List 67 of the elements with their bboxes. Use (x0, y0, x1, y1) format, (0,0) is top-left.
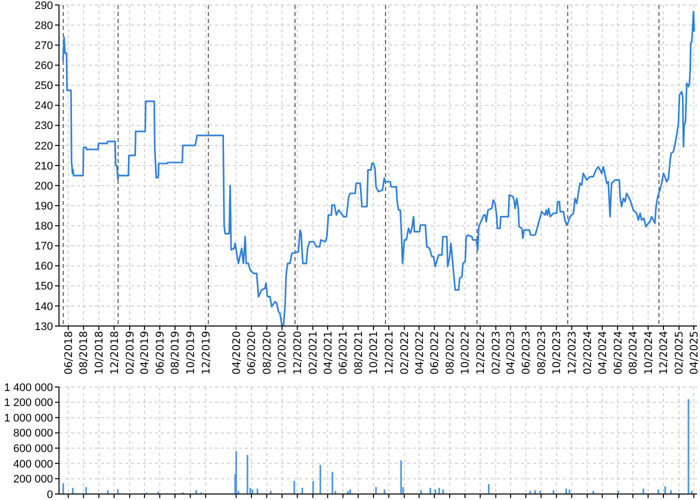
x-tick-label: 06/2020 (246, 331, 258, 375)
x-tick-label: 10/2021 (368, 331, 380, 375)
y-tick-label: 290 (34, 0, 53, 12)
x-tick-label: 10/2018 (94, 331, 106, 375)
x-tick-label: 10/2024 (642, 330, 655, 375)
x-tick-label: 04/2021 (322, 331, 334, 375)
x-tick-label: 06/2019 (154, 331, 166, 375)
y-tick-label: 170 (34, 240, 53, 253)
y-tick-label: 220 (34, 140, 53, 152)
line-series (62, 10, 696, 326)
x-tick-label: 06/2024 (612, 330, 624, 375)
y-tick-label: 210 (34, 160, 53, 172)
x-tick-label: 06/2021 (338, 331, 350, 375)
x-tick-label: 08/2021 (352, 331, 365, 375)
y-tick-label: 200 (34, 180, 53, 192)
x-tick-label: 08/2020 (261, 331, 274, 375)
x-tick-label: 04/2025 (688, 331, 700, 375)
x-tick-label: 06/2023 (520, 331, 533, 375)
y-tick-label: 1 000 000 (4, 412, 53, 424)
y-tick-label: 600 000 (13, 442, 53, 455)
x-tick-label: 02/2025 (674, 331, 686, 375)
x-tick-label: 04/2023 (505, 331, 518, 375)
y-tick-label: 260 (34, 60, 53, 72)
x-tick-label: 08/2019 (170, 331, 182, 375)
y-tick-label: 0 (46, 488, 53, 500)
x-tick-label: 12/2022 (474, 331, 487, 375)
x-tick-label: 12/2019 (200, 331, 212, 375)
x-tick-label: 10/2023 (551, 331, 564, 375)
y-tick-label: 130 (34, 320, 53, 333)
x-tick-label: 10/2019 (184, 331, 197, 375)
x-tick-label: 12/2018 (108, 331, 121, 375)
x-tick-label: 02/2024 (582, 330, 594, 375)
x-tick-label: 08/2023 (536, 331, 548, 375)
x-tick-label: 08/2024 (628, 330, 640, 375)
x-tick-label: 10/2020 (276, 331, 289, 375)
x-tick-label: 08/2018 (78, 331, 90, 375)
x-tick-label: 12/2021 (383, 331, 396, 375)
x-tick-label: 02/2023 (490, 331, 502, 375)
x-tick-label: 12/2023 (566, 331, 578, 375)
y-tick-label: 190 (34, 200, 53, 212)
y-tick-label: 800 000 (13, 428, 53, 440)
x-tick-label: 04/2019 (139, 331, 152, 375)
y-tick-label: 270 (34, 40, 53, 52)
y-tick-label: 280 (34, 20, 53, 32)
y-tick-label: 230 (34, 120, 53, 132)
x-tick-label: 12/2024 (658, 330, 670, 375)
y-tick-label: 240 (34, 100, 53, 112)
y-tick-label: 200 000 (13, 474, 53, 486)
x-tick-label: 02/2021 (308, 331, 320, 375)
x-tick-label: 06/2022 (429, 331, 442, 375)
y-tick-label: 1 200 000 (4, 397, 53, 410)
y-tick-label: 150 (34, 280, 53, 293)
y-tick-label: 400 000 (13, 458, 53, 470)
x-tick-label: 04/2020 (230, 331, 243, 375)
x-tick-label: 02/2022 (398, 331, 411, 375)
x-tick-label: 12/2020 (292, 331, 304, 375)
x-tick-label: 10/2022 (460, 331, 472, 375)
y-tick-label: 140 (34, 300, 53, 313)
y-tick-label: 250 (34, 80, 53, 92)
y-tick-label: 1 400 000 (4, 382, 53, 394)
x-tick-label: 06/2018 (62, 331, 75, 375)
x-tick-label: 04/2024 (596, 330, 609, 375)
x-tick-label: 04/2022 (414, 331, 426, 375)
y-tick-label: 180 (34, 220, 53, 233)
x-tick-label: 08/2022 (444, 331, 456, 375)
x-tick-label: 02/2019 (124, 331, 136, 375)
y-tick-label: 160 (34, 260, 53, 273)
